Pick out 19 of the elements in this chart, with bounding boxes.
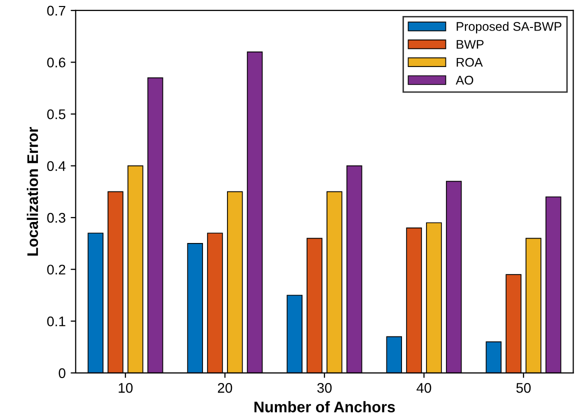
y-tick-label: 0.6 (47, 58, 66, 68)
x-tick-label: 50 (516, 383, 531, 393)
y-tick-label: 0.1 (47, 316, 66, 326)
y-axis-title: Localization Error (26, 126, 38, 256)
y-tick-label: 0.7 (47, 6, 66, 16)
x-axis-title: Number of Anchors (254, 401, 395, 412)
y-tick-label: 0.3 (47, 212, 66, 223)
x-tick-label: 30 (317, 383, 332, 393)
y-tick-label: 0 (58, 368, 66, 378)
x-tick-label: 10 (118, 383, 133, 393)
legend-label: BWP (456, 40, 484, 49)
legend-label: ROA (456, 58, 483, 67)
y-tick-label: 0.2 (47, 264, 66, 275)
legend-label: AO (456, 76, 474, 85)
y-tick-label: 0.5 (47, 109, 66, 120)
legend-label: Proposed SA-BWP (456, 22, 562, 34)
x-tick-label: 40 (416, 383, 432, 393)
y-tick-label: 0.4 (47, 161, 66, 171)
x-tick-label: 20 (218, 383, 232, 393)
